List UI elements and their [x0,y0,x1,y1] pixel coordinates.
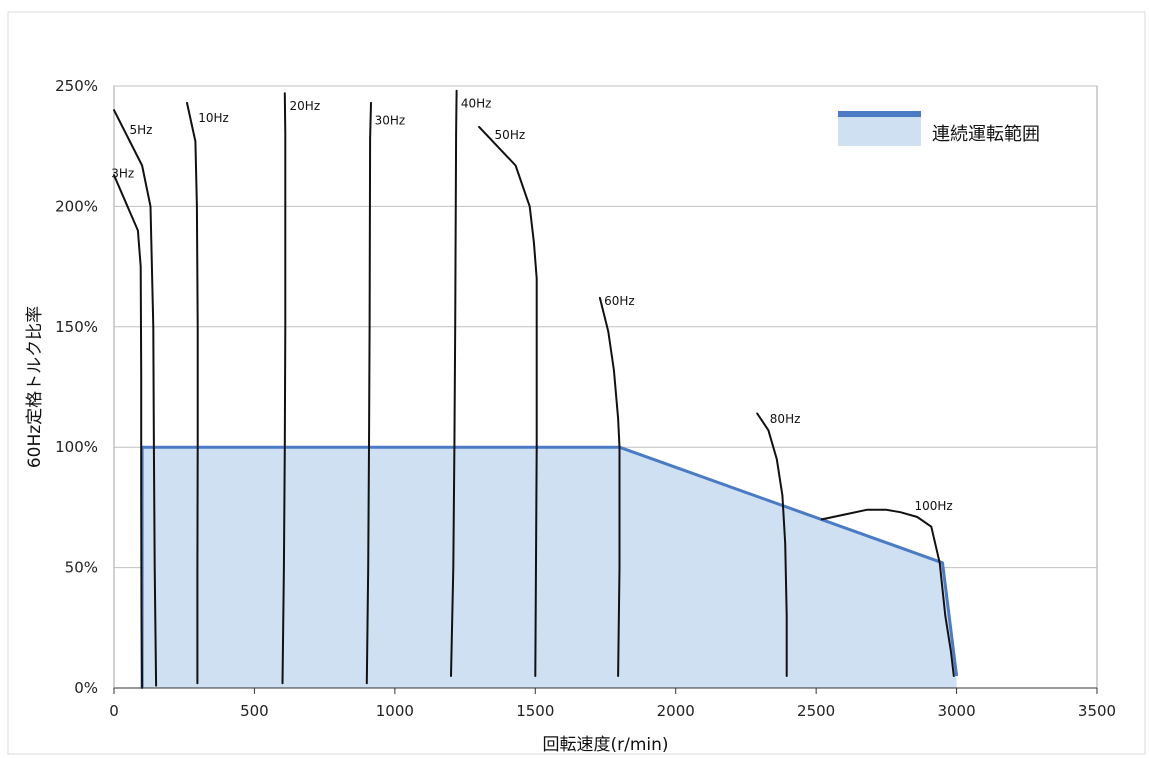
curve-label: 80Hz [770,412,801,426]
y-tick-label: 150% [55,318,98,336]
legend-swatch-fill [838,115,921,146]
y-tick-label: 100% [55,438,98,456]
curve-label: 3Hz [111,167,134,181]
curve-label: 10Hz [198,111,229,125]
curve-label: 100Hz [914,499,952,513]
torque-curve-60hz [598,296,621,677]
y-tick-label: 50% [65,559,98,577]
torque-curve-30hz [365,101,372,685]
torque-curve-20hz [281,92,287,685]
torque-curve-100hz [820,508,955,677]
y-tick-label: 250% [55,77,98,95]
x-tick-label: 1500 [516,702,554,720]
torque-curve-40hz [450,89,458,677]
curve-label: 50Hz [495,128,526,142]
legend-swatch-edge [838,111,921,117]
torque-curve-50hz [478,125,538,677]
x-tick-label: 3500 [1078,702,1116,720]
curve-label: 60Hz [604,294,635,308]
continuous-range-area [142,447,957,688]
legend-label: 連続運転範囲 [932,124,1040,145]
curve-label: 40Hz [461,97,492,111]
x-tick-label: 2000 [657,702,695,720]
x-tick-label: 1000 [376,702,414,720]
curve-label: 5Hz [129,123,152,137]
torque-curve-10hz [186,101,199,685]
torque-curve-80hz [756,412,788,677]
torque-curve-5hz [113,109,158,687]
x-tick-label: 500 [240,702,269,720]
y-tick-label: 0% [74,679,98,697]
x-tick-label: 0 [109,702,119,720]
x-tick-label: 3000 [937,702,975,720]
curve-label: 30Hz [375,114,406,128]
y-tick-label: 200% [55,197,98,215]
torque-curve-3hz [113,174,144,689]
x-axis-title: 回転速度(r/min) [542,735,668,755]
y-axis-title: 60Hz定格トルク比率 [25,306,45,468]
curve-label: 20Hz [290,99,321,113]
x-tick-label: 2500 [797,702,835,720]
